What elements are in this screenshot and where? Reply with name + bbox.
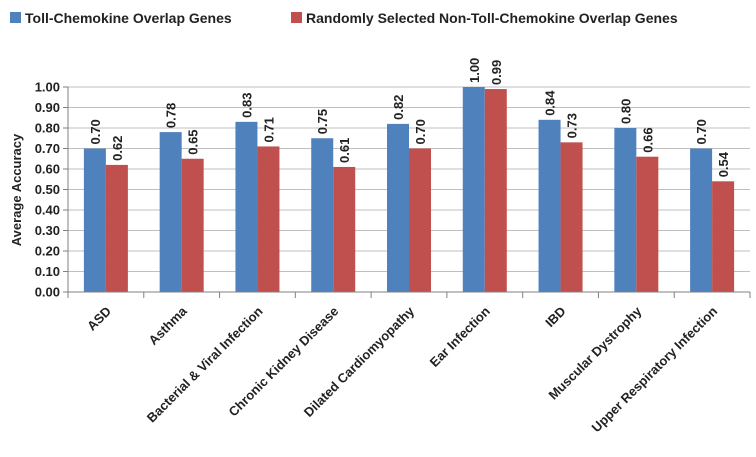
data-label: 0.66 xyxy=(640,127,655,152)
legend-label-random-non-toll: Randomly Selected Non-Toll-Chemokine Ove… xyxy=(306,10,678,26)
bar-toll-chemokine xyxy=(83,148,106,292)
bar-random-non-toll xyxy=(333,166,356,292)
bar-toll-chemokine xyxy=(462,87,485,292)
axis-lines xyxy=(67,87,751,298)
y-tick-label: 0.70 xyxy=(35,141,60,156)
legend-swatch-random-non-toll xyxy=(291,12,302,23)
data-label: 0.70 xyxy=(413,119,428,144)
y-tick-label: 0.40 xyxy=(35,203,60,218)
y-tick-label: 0.30 xyxy=(35,223,60,238)
data-label: 0.62 xyxy=(110,136,125,161)
bar-random-non-toll xyxy=(257,146,280,292)
bar-toll-chemokine xyxy=(538,119,561,292)
data-label: 0.84 xyxy=(543,90,558,116)
bar-random-non-toll xyxy=(484,89,507,292)
data-label: 0.61 xyxy=(337,138,352,163)
x-category-label: ASD xyxy=(84,304,114,334)
bar-toll-chemokine xyxy=(159,132,182,292)
y-tick-label: 0.90 xyxy=(35,100,60,115)
y-tick-label: 1.00 xyxy=(35,80,60,95)
bar-random-non-toll xyxy=(636,156,659,292)
y-tick-label: 0.80 xyxy=(35,121,60,136)
data-label: 0.82 xyxy=(391,95,406,120)
data-label: 0.80 xyxy=(618,99,633,124)
y-axis-title: Average Accuracy xyxy=(9,133,24,246)
x-category-label: Asthma xyxy=(145,303,190,348)
data-label: 1.00 xyxy=(467,58,482,83)
y-tick-label: 0.20 xyxy=(35,244,60,259)
legend: Toll-Chemokine Overlap Genes Randomly Se… xyxy=(10,10,678,26)
data-label: 0.70 xyxy=(694,119,709,144)
y-axis-ticks: 0.00 0.10 0.20 0.30 0.40 0.50 0.60 0.70 0.80 0.90… xyxy=(35,80,68,300)
y-tick-label: 0.60 xyxy=(35,162,60,177)
data-label: 0.78 xyxy=(164,103,179,128)
data-label: 0.70 xyxy=(88,119,103,144)
data-label: 0.99 xyxy=(489,60,504,85)
y-tick-label: 0.10 xyxy=(35,264,60,279)
data-label: 0.75 xyxy=(315,109,330,134)
y-tick-label: 0.50 xyxy=(35,182,60,197)
x-category-label: IBD xyxy=(542,304,568,330)
data-label: 0.83 xyxy=(239,93,254,118)
bars xyxy=(83,87,735,293)
data-label: 0.54 xyxy=(716,151,731,177)
legend-swatch-toll-chemokine xyxy=(10,12,21,23)
bar-random-non-toll xyxy=(712,181,735,292)
bar-toll-chemokine xyxy=(311,138,334,292)
bar-toll-chemokine xyxy=(235,121,258,292)
bar-random-non-toll xyxy=(181,158,204,292)
bar-toll-chemokine xyxy=(614,128,637,292)
data-label: 0.71 xyxy=(261,117,276,142)
y-tick-label: 0.00 xyxy=(35,285,60,300)
data-label: 0.73 xyxy=(565,113,580,138)
bar-random-non-toll xyxy=(409,148,431,292)
x-category-label: Upper Respiratory Infection xyxy=(589,303,721,435)
bar-random-non-toll xyxy=(105,164,128,292)
bar-toll-chemokine xyxy=(387,123,409,293)
data-label: 0.65 xyxy=(186,129,201,154)
bar-random-non-toll xyxy=(560,142,583,292)
bar-toll-chemokine xyxy=(690,148,713,292)
legend-label-toll-chemokine: Toll-Chemokine Overlap Genes xyxy=(25,10,232,26)
data-labels: 0.70 0.62 0.78 0.65 0.83 0.71 0.75 0.61 0.82 0.70… xyxy=(88,58,731,178)
x-category-label: Ear Infection xyxy=(427,303,493,369)
